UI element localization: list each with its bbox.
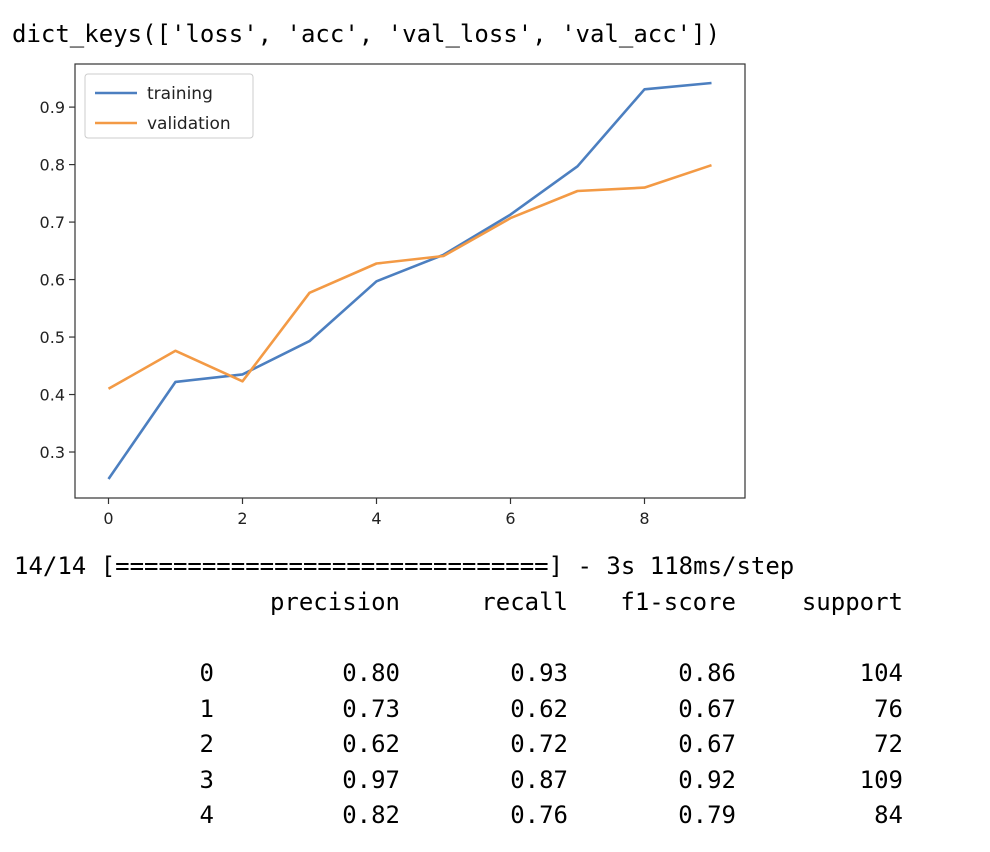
support-value: 76: [874, 694, 903, 723]
series-line-validation: [107, 163, 712, 390]
support-value: 104: [859, 659, 903, 687]
class-label: 2: [199, 730, 214, 758]
report-row: 1 0.73 0.62 0.67 76: [0, 692, 990, 728]
recall-value: 0.93: [510, 659, 568, 687]
plot-area: 0 2 4 6 8 0.3 0.4 0.5 0.6 0.7 0.8 0.9 training valida…: [40, 63, 746, 528]
legend-label-training: training: [147, 84, 213, 104]
dict-keys-output: dict_keys(['loss', 'acc', 'val_loss', 'v…: [12, 20, 721, 48]
y-tick-label: 0.6: [40, 271, 65, 290]
recall-value: 0.72: [510, 730, 568, 758]
f1-value: 0.67: [678, 694, 736, 723]
header-precision: precision: [269, 588, 400, 616]
precision-value: 0.97: [342, 765, 400, 794]
report-row: 3 0.97 0.87 0.92 109: [0, 763, 990, 799]
plot-frame: [74, 63, 746, 499]
f1-value: 0.92: [678, 765, 736, 794]
precision-value: 0.62: [342, 730, 400, 758]
header-support: support: [801, 588, 903, 616]
precision-value: 0.82: [342, 801, 400, 829]
legend-label-validation: validation: [147, 114, 231, 134]
report-row: 2 0.62 0.72 0.67 72: [0, 727, 990, 763]
f1-value: 0.67: [678, 730, 736, 758]
class-label: 4: [199, 801, 214, 829]
x-tick-label: 0: [103, 509, 113, 528]
report-row: 4 0.82 0.76 0.79 84: [0, 798, 990, 834]
report-header-row: precision recall f1-score support: [0, 585, 990, 621]
y-tick-label: 0.3: [40, 443, 65, 462]
class-label: 3: [199, 765, 214, 794]
support-value: 84: [874, 801, 903, 829]
y-tick-label: 0.7: [40, 213, 65, 232]
header-recall: recall: [481, 588, 568, 616]
class-label: 1: [199, 694, 214, 723]
recall-value: 0.87: [510, 765, 568, 794]
blank-row: [0, 621, 990, 657]
x-tick-label: 2: [237, 509, 247, 528]
progress-output: 14/14 [==============================] -…: [14, 552, 795, 580]
recall-value: 0.76: [510, 801, 568, 829]
report-row: 0 0.80 0.93 0.86 104: [0, 656, 990, 692]
y-tick-label: 0.4: [40, 386, 65, 405]
y-tick-label: 0.9: [40, 98, 65, 117]
series-line-training: [107, 81, 712, 480]
class-label: 0: [199, 659, 214, 687]
x-tick-label: 4: [371, 509, 381, 528]
f1-value: 0.79: [678, 801, 736, 829]
recall-value: 0.62: [510, 694, 568, 723]
classification-report: precision recall f1-score support 0 0.80…: [0, 585, 990, 834]
x-tick-label: 6: [505, 509, 515, 528]
y-tick-label: 0.8: [40, 156, 65, 175]
support-value: 109: [859, 765, 903, 794]
precision-value: 0.80: [342, 659, 400, 687]
accuracy-chart: 0 2 4 6 8 0.3 0.4 0.5 0.6 0.7 0.8 0.9 training valida…: [40, 63, 746, 528]
x-tick-label: 8: [639, 509, 649, 528]
f1-value: 0.86: [678, 659, 736, 687]
precision-value: 0.73: [342, 694, 400, 723]
y-tick-label: 0.5: [40, 328, 65, 347]
support-value: 72: [874, 730, 903, 758]
header-f1-score: f1-score: [620, 588, 736, 616]
